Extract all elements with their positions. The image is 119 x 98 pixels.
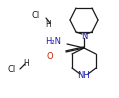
Text: N: N — [81, 31, 87, 40]
Text: H: H — [23, 59, 29, 68]
Text: NH: NH — [78, 70, 90, 79]
Text: Cl: Cl — [8, 65, 16, 74]
Text: H₂N: H₂N — [45, 36, 61, 45]
Text: O: O — [47, 52, 53, 60]
Text: Cl: Cl — [32, 10, 40, 20]
Text: H: H — [45, 20, 51, 29]
